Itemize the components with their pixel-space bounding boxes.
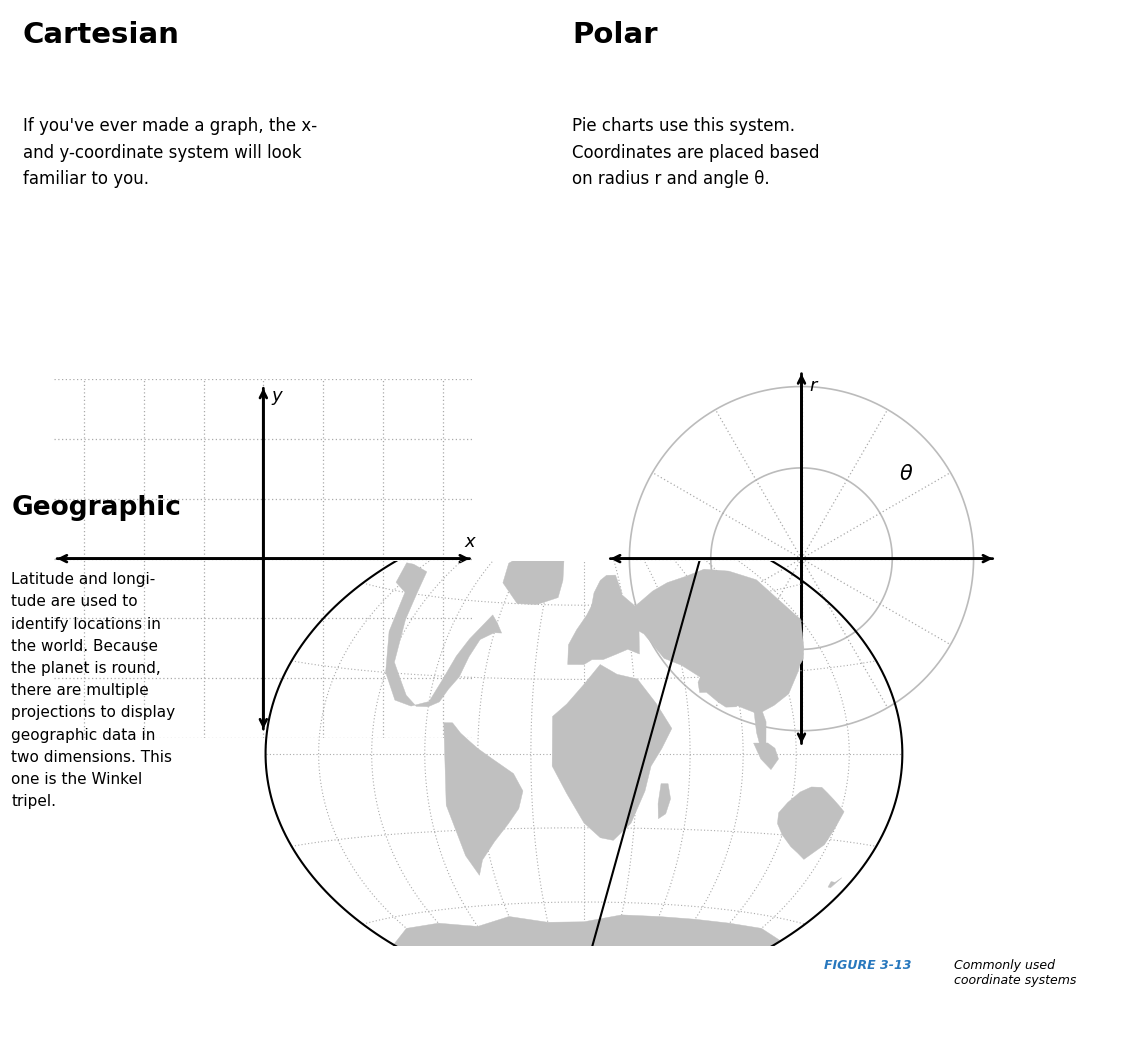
Polygon shape xyxy=(386,563,502,706)
Text: If you've ever made a graph, the x-
and y-coordinate system will look
familiar t: If you've ever made a graph, the x- and … xyxy=(23,117,317,188)
Text: Cartesian: Cartesian xyxy=(23,21,180,50)
Text: r: r xyxy=(810,377,816,395)
Polygon shape xyxy=(591,575,623,614)
Polygon shape xyxy=(698,671,742,707)
Polygon shape xyxy=(753,706,766,748)
Polygon shape xyxy=(828,878,842,887)
Polygon shape xyxy=(394,915,781,976)
Polygon shape xyxy=(503,547,564,604)
Polygon shape xyxy=(658,784,671,819)
Polygon shape xyxy=(777,787,844,859)
Text: Pie charts use this system.
Coordinates are placed based
on radius r and angle θ: Pie charts use this system. Coordinates … xyxy=(572,117,820,188)
Polygon shape xyxy=(444,723,523,875)
Polygon shape xyxy=(568,580,639,665)
Text: Commonly used
coordinate systems: Commonly used coordinate systems xyxy=(954,959,1076,988)
Polygon shape xyxy=(552,664,672,840)
Text: $\theta$: $\theta$ xyxy=(899,464,913,484)
Text: Polar: Polar xyxy=(572,21,658,50)
Polygon shape xyxy=(795,638,804,666)
Text: Geographic: Geographic xyxy=(11,495,181,522)
Polygon shape xyxy=(624,569,804,714)
Text: FIGURE 3-13: FIGURE 3-13 xyxy=(824,959,911,972)
Polygon shape xyxy=(753,743,779,769)
Text: Latitude and longi-
tude are used to
identify locations in
the world. Because
th: Latitude and longi- tude are used to ide… xyxy=(11,572,175,809)
Text: x: x xyxy=(465,533,475,551)
Text: y: y xyxy=(271,387,282,405)
